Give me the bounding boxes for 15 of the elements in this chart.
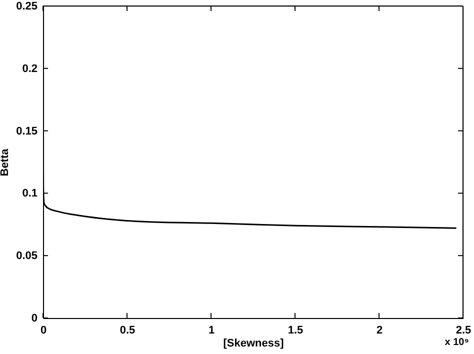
x-axis-title: [Skewness] (223, 338, 284, 350)
x-tick-label: 1.5 (288, 324, 304, 336)
y-tick-label: 0.15 (16, 125, 38, 138)
x-tick-label: 1 (208, 324, 215, 336)
x-tick-label: 2 (376, 324, 383, 336)
y-tick-label: 0.1 (22, 188, 38, 200)
x-tick-label: 0.5 (120, 324, 136, 336)
y-axis-title: Betta (0, 148, 12, 176)
x-tick-label: 2.5 (456, 324, 472, 336)
y-tick-label: 0 (31, 312, 38, 324)
y-tick-label: 0.25 (16, 0, 38, 12)
x-tick-label: 0 (40, 324, 47, 336)
y-tick-label: 0.05 (16, 250, 38, 262)
y-tick-label: 0.2 (22, 62, 38, 75)
text: x 10⁹ (444, 337, 470, 348)
